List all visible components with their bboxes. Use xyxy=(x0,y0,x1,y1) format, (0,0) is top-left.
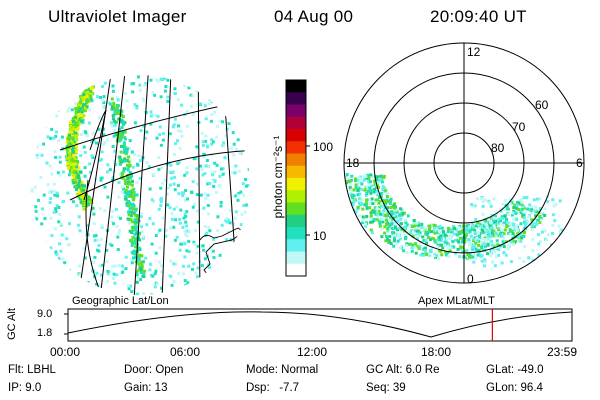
info-glat: GLat: -49.0 xyxy=(486,364,544,376)
timeline-right-label: Apex MLat/MLT xyxy=(418,295,495,307)
geographic-image xyxy=(30,75,250,295)
timeline-y-axis-title: GC Alt xyxy=(6,308,18,340)
colorbar-cell xyxy=(286,214,306,228)
lat-label-70: 70 xyxy=(512,120,526,134)
colorbar-cell xyxy=(286,202,306,216)
info-gain: Gain: 13 xyxy=(124,382,168,394)
colorbar xyxy=(285,79,310,277)
info-gc-alt: GC Alt: 6.0 Re xyxy=(366,364,440,376)
lat-label-60: 60 xyxy=(535,98,549,112)
info-door: Door: Open xyxy=(124,364,184,376)
timeline-x-tick-0600: 06:00 xyxy=(170,345,201,359)
info-dsp: Dsp: -7.7 xyxy=(246,382,300,394)
colorbar-cell xyxy=(286,178,306,191)
mlt-label-6: 6 xyxy=(576,156,583,170)
mlt-label-18: 18 xyxy=(346,156,360,170)
timeline-y-tick-1: 1.8 xyxy=(37,327,53,339)
colorbar-cell xyxy=(286,165,306,179)
colorbar-cell xyxy=(286,227,306,240)
timeline-x-tick-1800: 18:00 xyxy=(421,345,452,359)
orbit-timeline xyxy=(64,308,573,342)
colorbar-cell xyxy=(286,141,306,154)
colorbar-cell xyxy=(286,129,306,142)
timeline-y-tick-9: 9.0 xyxy=(37,308,53,320)
timeline-x-tick-1200: 12:00 xyxy=(297,345,328,359)
colorbar-unit-label: photon cm⁻²s⁻¹ xyxy=(271,135,285,219)
lat-label-80: 80 xyxy=(491,141,505,155)
date-label: 04 Aug 00 xyxy=(274,7,354,26)
mlt-label-12: 12 xyxy=(467,45,481,59)
timeline-x-tick-0000: 00:00 xyxy=(50,345,81,359)
colorbar-cell xyxy=(286,190,306,203)
colorbar-cell xyxy=(286,251,306,265)
colorbar-cell xyxy=(286,239,306,252)
info-glon: GLon: 96.4 xyxy=(486,382,543,394)
info-seq: Seq: 39 xyxy=(366,382,406,394)
polar-emission-speckle xyxy=(344,173,563,268)
polar-plot xyxy=(343,42,585,284)
info-filter: Flt: LBHL xyxy=(8,364,56,376)
colorbar-cell xyxy=(286,153,306,167)
timeline-left-label: Geographic Lat/Lon xyxy=(72,295,169,307)
colorbar-cell xyxy=(286,92,306,105)
colorbar-cell xyxy=(286,104,306,118)
app-title: Ultraviolet Imager xyxy=(48,7,187,26)
info-ip: IP: 9.0 xyxy=(8,382,42,394)
colorbar-tick-100: 100 xyxy=(313,140,334,154)
colorbar-tick-10: 10 xyxy=(313,229,327,243)
colorbar-cell xyxy=(286,263,306,277)
time-label: 20:09:40 UT xyxy=(430,7,527,26)
mlt-label-0: 0 xyxy=(467,272,474,286)
timeline-x-tick-2359: 23:59 xyxy=(547,345,578,359)
colorbar-cell xyxy=(286,116,306,130)
info-mode: Mode: Normal xyxy=(246,364,319,376)
colorbar-cell xyxy=(286,80,306,93)
